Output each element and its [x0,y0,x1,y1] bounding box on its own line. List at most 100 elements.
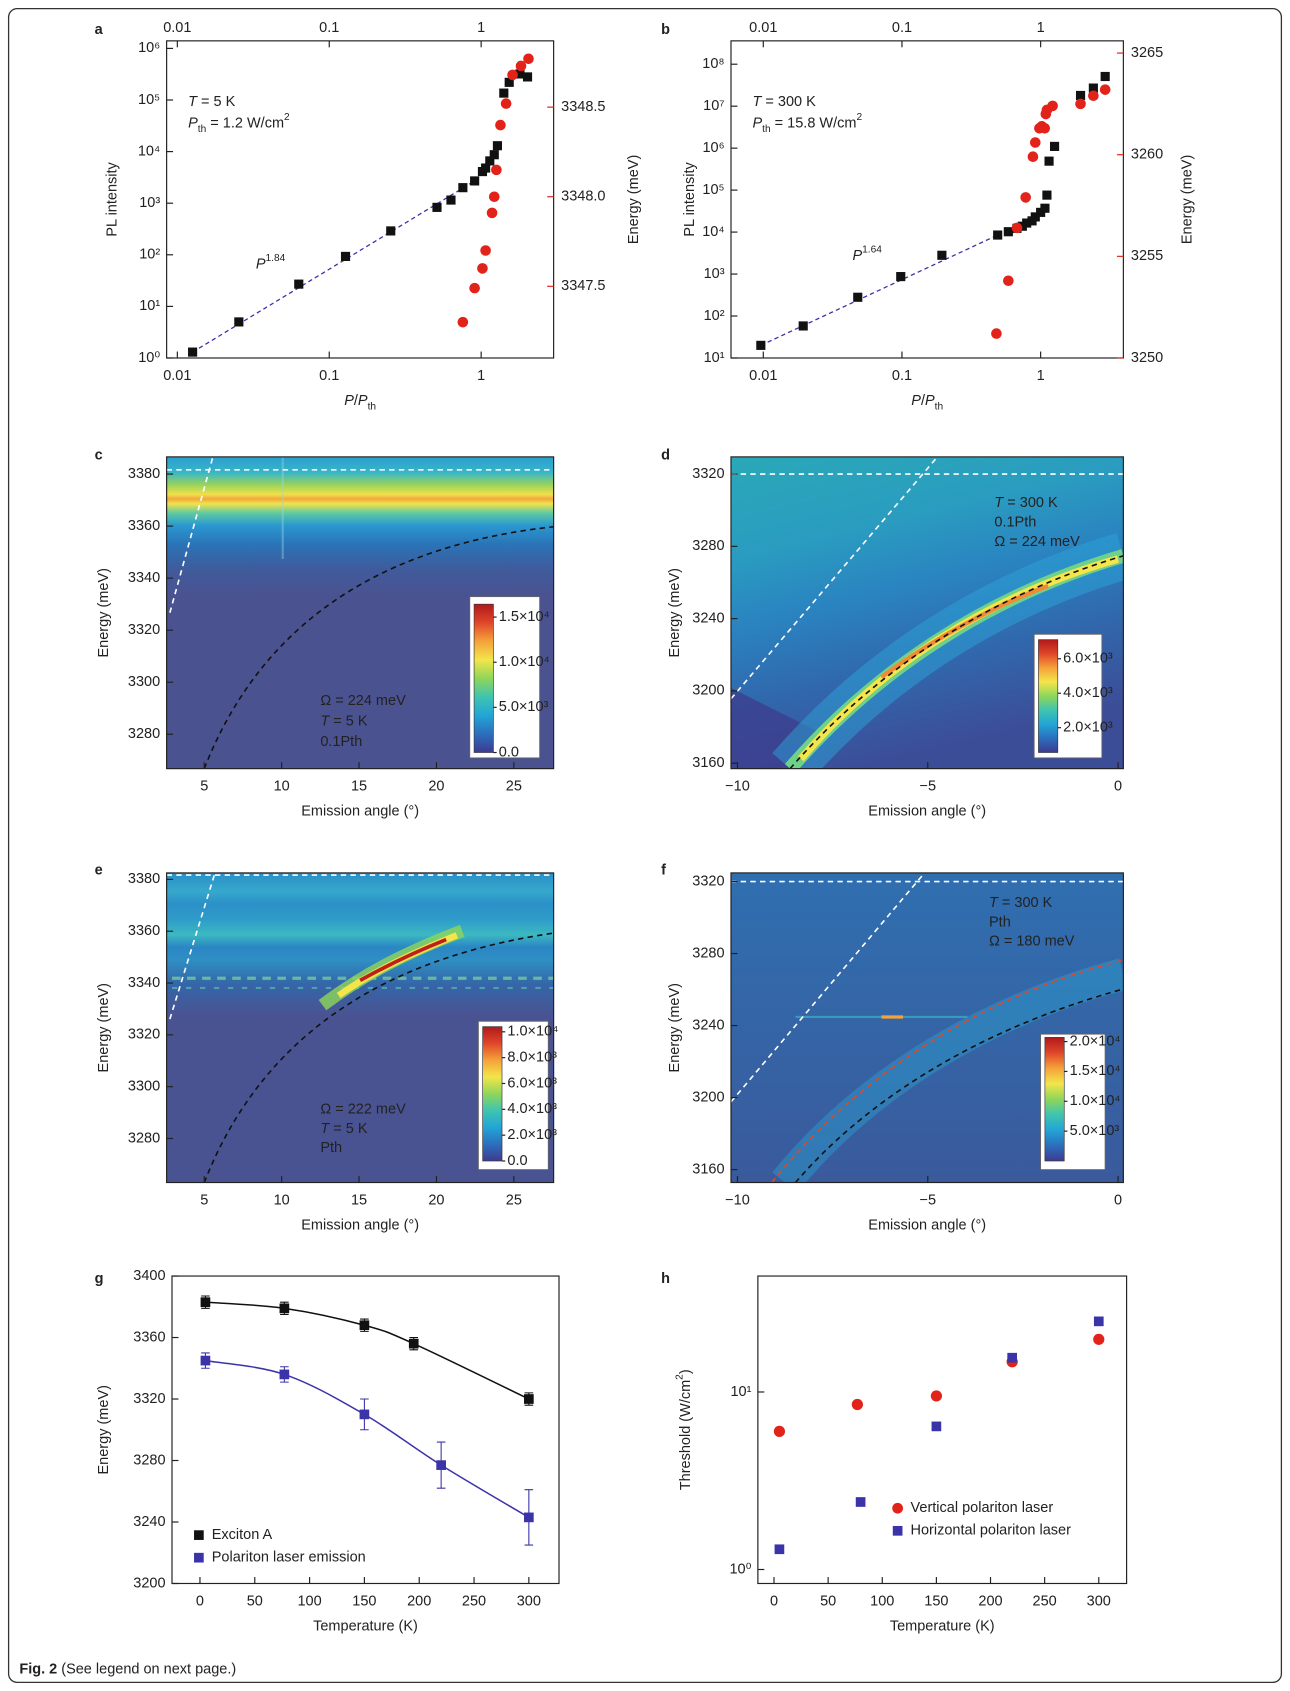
annotation: Pth [320,1140,342,1156]
y-tick-label: 3200 [692,683,724,699]
x-tick-label: 50 [247,1594,263,1610]
plot-frame [166,40,555,359]
y-tick-label: 10² [139,247,160,263]
y-tick-label: 3160 [692,755,724,771]
colorbar-tick-label: 2.0×10³ [1063,720,1113,736]
y2-tick-label: 3260 [1131,147,1163,163]
annotation: 0.1Pth [320,734,362,750]
y-tick-label: 3380 [128,871,160,887]
text-run: T [320,713,330,729]
plot-frame [730,40,1124,359]
colorbar-tick-label: 6.0×10³ [507,1075,557,1091]
colorbar-tick-label: 2.0×10⁴ [1070,1033,1121,1049]
x-axis-label: Emission angle (°) [301,803,419,819]
legend-marker [194,1552,204,1563]
y-tick-label: 10¹ [704,350,725,366]
marker [1027,151,1039,163]
legend-label: Exciton A [212,1527,273,1543]
marker [1042,190,1052,200]
y-axis-label: Energy (meV) [96,983,112,1072]
text-run: 2 [284,112,290,123]
annotation: Ω = 224 meV [320,693,406,709]
x-axis-label: Temperature (K) [890,1618,995,1634]
x-tick-label: 300 [517,1594,541,1610]
text-run: Pth [320,1140,342,1156]
panel-label: b [661,22,670,38]
marker [492,141,503,151]
annotation: T = 300 K [994,495,1058,511]
marker [774,1544,785,1555]
x-tick-label: 0.1 [319,368,339,384]
text-run: Pth [989,914,1011,930]
y-tick-label: 3280 [692,945,724,961]
x-tick-label: 0 [1114,1193,1122,1209]
series-line [205,1359,530,1519]
plot-frame [166,456,555,770]
x-tick-label: 200 [407,1594,431,1610]
text-run: = 15.8 W/cm [771,115,857,131]
marker [432,202,442,212]
marker [515,69,525,79]
marker [458,183,468,193]
legend-label: Horizontal polariton laser [911,1523,1072,1539]
marker [1093,1316,1104,1327]
y-axis-label: Energy (meV) [96,1385,112,1474]
marker [991,328,1002,339]
y2-tick-label: 3255 [1131,248,1163,264]
y-tick-label: 10⁰ [729,1561,751,1577]
colorbar-tick-label: 0.0 [507,1153,527,1169]
marker [773,1425,786,1437]
plot-frame [166,872,555,1184]
text-run: P [852,248,862,264]
marker [1075,90,1086,101]
colorbar [1038,639,1059,753]
legend-label: Polariton laser emission [212,1550,366,1566]
heatmap-image [731,872,1124,1183]
marker [851,1398,863,1411]
marker [489,150,499,160]
annotation: T = 5 K [188,94,235,110]
caption: Fig. 2 (See legend on next page.) [19,1661,236,1677]
x-tick-label: −5 [919,1193,936,1209]
marker [524,1394,534,1404]
text-run: 0.1Pth [320,734,362,750]
x-tick-label: 0.01 [163,368,191,384]
y-tick-label: 3340 [128,975,160,991]
marker [1020,192,1031,203]
text-run: T [753,94,763,110]
marker [1044,156,1054,166]
marker [200,1297,211,1308]
panel-label: a [95,22,104,38]
marker [446,195,456,205]
y-tick-label: 3280 [128,1130,160,1146]
text-run: T [188,94,198,110]
x-top-tick-label: 1 [1037,20,1045,36]
plot-frame [757,1275,1128,1585]
y-tick-label: 10⁸ [702,56,724,72]
x-tick-label: 250 [1033,1594,1057,1610]
y2-axis-label: Energy (meV) [626,155,642,244]
annotation: 0.1Pth [994,514,1036,530]
x-tick-label: 300 [1087,1594,1111,1610]
text-run: Fig. 2 [19,1661,57,1677]
text-run: / [354,393,359,409]
colorbar-tick-label: 8.0×10³ [507,1049,557,1065]
text-run: (See legend on next page.) [57,1661,236,1677]
colorbar-tick-label: 5.0×10³ [499,699,549,715]
heatmap-image [731,456,1124,769]
marker [522,72,533,82]
marker [485,156,495,166]
y-tick-label: 3280 [692,538,724,554]
marker [515,60,527,72]
colorbar [473,603,494,753]
marker [386,226,396,236]
x-axis-label: Emission angle (°) [868,803,986,819]
marker [495,119,506,131]
text-run: Ω = 180 meV [989,934,1075,950]
y-axis-label: PL intensity [105,161,121,236]
y-tick-label: 3240 [692,610,724,626]
y-tick-label: 10⁴ [702,224,724,240]
y-tick-label: 3200 [692,1089,724,1105]
marker [294,279,304,289]
text-run: P [925,393,935,409]
